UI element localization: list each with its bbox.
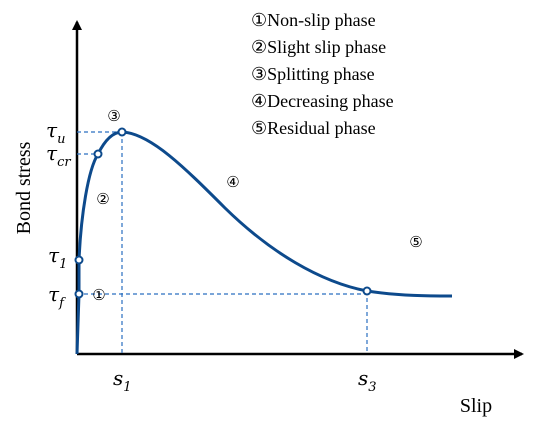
tau-f-marker (74, 289, 84, 299)
phase-1-marker: ① (92, 286, 105, 304)
y-axis-title: Bond stress (13, 141, 35, 234)
phase-5-marker: ⑤ (409, 233, 422, 251)
phase-4-marker: ④ (226, 173, 239, 191)
tau-u-label: τu (46, 118, 65, 147)
tau-cr-marker (93, 149, 103, 159)
tau-f-label: τf (48, 282, 66, 311)
legend-item-decreasing: ④Decreasing phase (251, 91, 394, 111)
legend-item-non-slip: ①Non-slip phase (251, 10, 376, 30)
s3-marker (362, 286, 372, 296)
legend-item-splitting: ③Splitting phase (251, 64, 375, 84)
tau-1-label: τ1 (48, 243, 67, 272)
tau-cr-label: τcr (46, 141, 71, 170)
peak-marker (117, 127, 127, 137)
legend-item-residual: ⑤Residual phase (251, 118, 376, 138)
legend-item-slight-slip: ②Slight slip phase (251, 37, 386, 57)
s3-label: s3 (358, 366, 377, 395)
x-axis-title: Slip (460, 395, 492, 417)
s1-label: s1 (113, 366, 132, 395)
phase-2-marker: ② (96, 190, 109, 208)
phase-legend: ①Non-slip phase ②Slight slip phase ③Spli… (251, 10, 394, 138)
tau-1-marker (74, 255, 84, 265)
phase-3-marker: ③ (107, 107, 120, 125)
bond-slip-curve (75, 130, 453, 355)
